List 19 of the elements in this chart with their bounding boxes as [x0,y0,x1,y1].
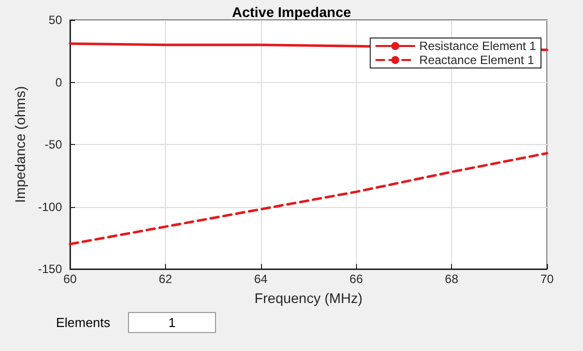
x-tick-label: 66 [350,272,364,286]
text-field: 1 [128,312,216,333]
chart-title: Active Impedance [232,4,352,20]
y-tick-label: -150 [38,262,62,276]
y-tick-label: 0 [55,75,62,90]
x-tick-label: 60 [63,272,77,286]
x-tick-label: 64 [254,272,268,286]
y-tick-label: -50 [44,138,62,152]
x-axis-title: Frequency (MHz) [254,290,363,306]
x-tick-label: 62 [158,272,172,286]
y-axis-title: Impedance (ohms) [12,86,28,203]
x-tick-label: 70 [540,272,554,286]
text: Elements [56,315,110,330]
line-series [68,152,548,246]
y-tick-label: 50 [48,13,62,27]
legend-label: Resistance Element 1 [419,39,536,53]
y-tick-label: -100 [38,200,62,214]
legend-label: Reactance Element 1 [419,53,534,67]
x-tick-label: 68 [444,272,459,286]
